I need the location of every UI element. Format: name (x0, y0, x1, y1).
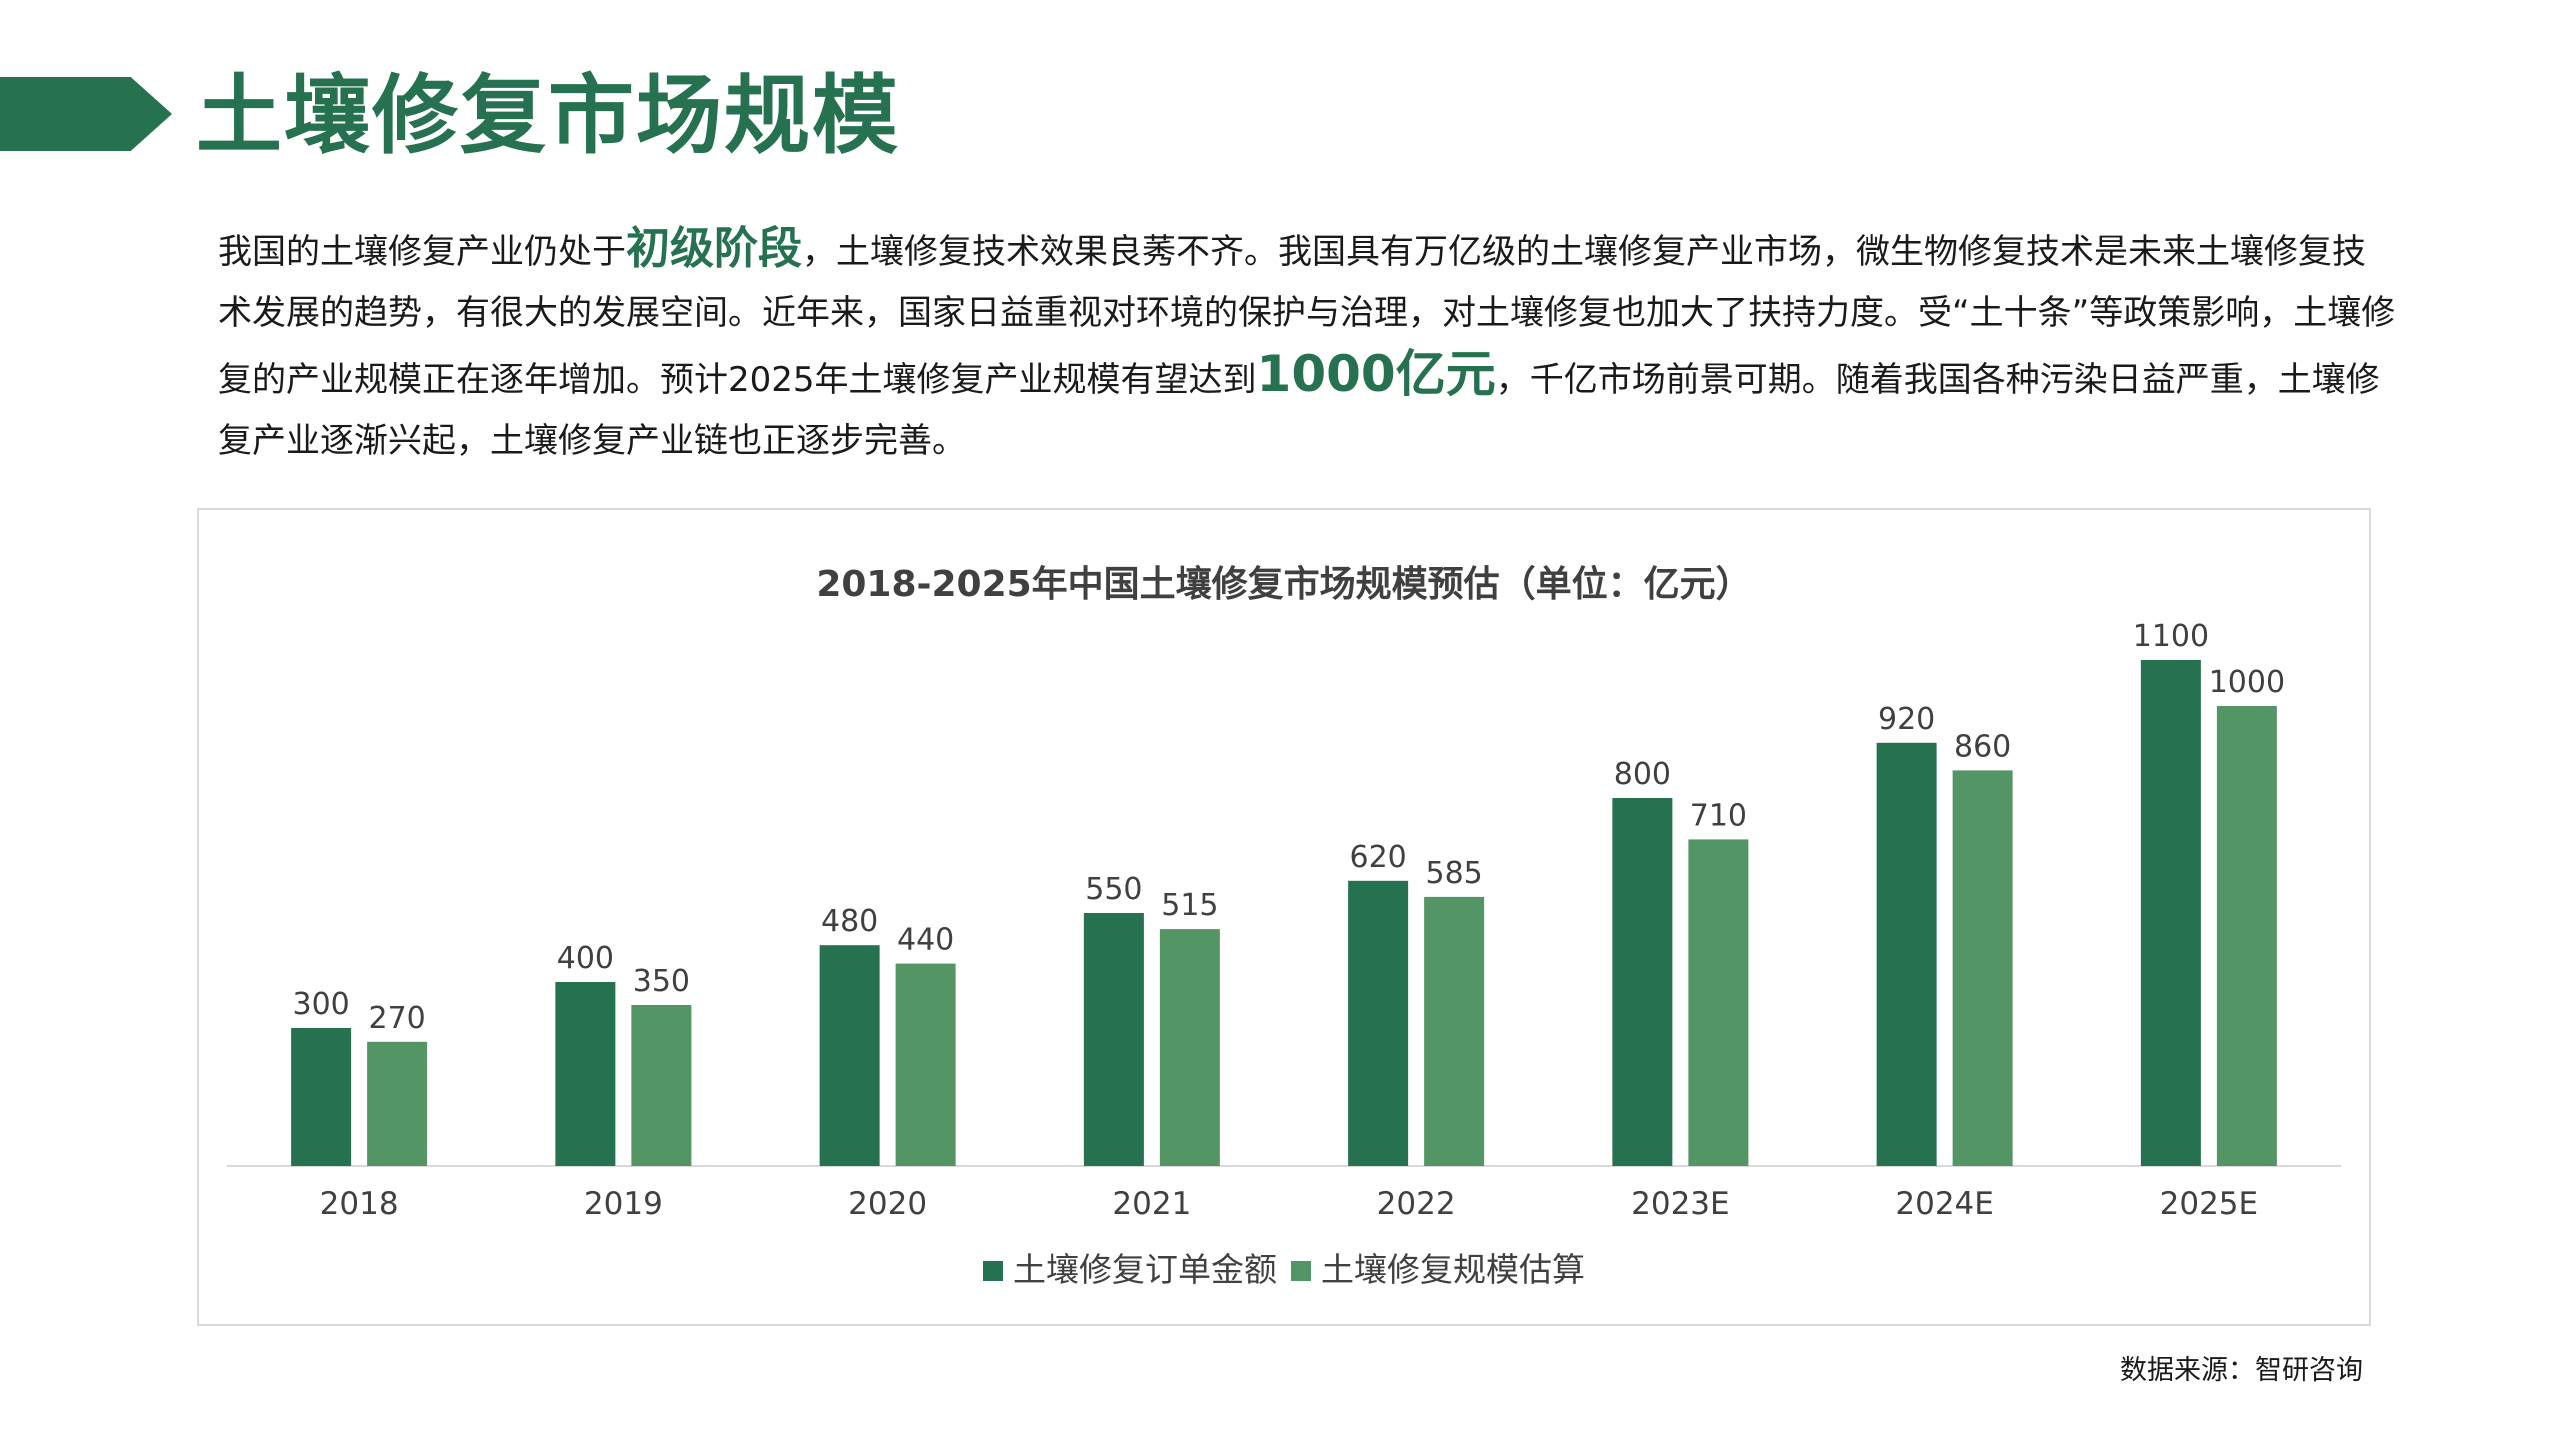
legend-swatch-2 (1291, 1261, 1311, 1281)
legend-label-2: 土壤修复规模估算 (1321, 1250, 1585, 1289)
x-tick-label: 2024E (1895, 1186, 1993, 1222)
bar-2018-1 (291, 1028, 352, 1166)
bar-2021-2 (1159, 929, 1220, 1166)
x-tick-label: 2023E (1631, 1186, 1729, 1222)
title-arrow-decoration (0, 77, 172, 151)
data-label-2019-2: 350 (633, 964, 690, 999)
bar-2021-1 (1083, 913, 1144, 1166)
data-label-2020-2: 440 (897, 923, 954, 958)
x-tick-label: 2018 (320, 1186, 399, 1222)
intro-text-2: ，土壤修复技术效果良莠不齐。我国具有万亿级的土壤修复产业市场，微生物修复技术是未… (218, 232, 2396, 400)
bar-2018-2 (367, 1041, 428, 1166)
data-label-2023E-1: 800 (1614, 757, 1671, 792)
data-label-2018-2: 270 (368, 1001, 425, 1036)
x-tick-label: 2019 (584, 1186, 663, 1222)
data-label-2023E-2: 710 (1690, 798, 1747, 833)
intro-highlight-1000: 1000亿元 (1256, 345, 1496, 403)
bar-2023E-2 (1688, 839, 1749, 1166)
bar-2024E-2 (1952, 770, 2013, 1166)
chart-title: 2018-2025年中国土壤修复市场规模预估（单位：亿元） (816, 563, 1751, 605)
bar-2020-2 (895, 963, 956, 1166)
x-tick-label: 2021 (1112, 1186, 1191, 1222)
intro-text-1: 我国的土壤修复产业仍处于 (218, 232, 626, 272)
data-label-2025E-2: 1000 (2209, 665, 2285, 700)
x-tick-label: 2020 (848, 1186, 927, 1222)
data-label-2025E-1: 1100 (2133, 619, 2209, 654)
bar-2022-1 (1348, 880, 1409, 1166)
bar-2019-1 (555, 982, 616, 1166)
intro-text-3: ，千亿市场前景可期。随着我国各种污染日益严重，土壤修复产业逐渐兴起，土壤修复产业… (218, 360, 2380, 461)
data-label-2022-1: 620 (1349, 840, 1406, 875)
x-tick-label: 2025E (2160, 1186, 2258, 1222)
data-label-2021-2: 515 (1161, 888, 1218, 923)
x-tick-label: 2022 (1377, 1186, 1456, 1222)
page-title: 土壤修复市场规模 (196, 66, 900, 166)
intro-paragraph: 我国的土壤修复产业仍处于初级阶段，土壤修复技术效果良莠不齐。我国具有万亿级的土壤… (218, 218, 2398, 472)
data-label-2020-1: 480 (821, 904, 878, 939)
intro-highlight-initial-stage: 初级阶段 (626, 223, 802, 274)
data-label-2024E-1: 920 (1878, 702, 1935, 737)
data-label-2022-2: 585 (1425, 856, 1482, 891)
data-source-note: 数据来源：智研咨询 (2120, 1355, 2363, 1386)
data-label-2024E-2: 860 (1954, 729, 2011, 764)
bar-2025E-1 (2140, 660, 2201, 1166)
bar-2024E-1 (1876, 742, 1937, 1166)
bar-2022-2 (1424, 896, 1485, 1166)
data-label-2021-1: 550 (1085, 872, 1142, 907)
bar-2023E-1 (1612, 798, 1673, 1166)
data-label-2019-1: 400 (557, 941, 614, 976)
legend-label-1: 土壤修复订单金额 (1013, 1250, 1277, 1289)
bar-2020-1 (819, 945, 880, 1166)
bar-2019-2 (631, 1005, 692, 1166)
data-label-2018-1: 300 (292, 987, 349, 1022)
legend-swatch-1 (983, 1261, 1003, 1281)
bar-2025E-2 (2216, 706, 2277, 1166)
market-size-bar-chart: 2018-2025年中国土壤修复市场规模预估（单位：亿元） 300 270 2018 4… (227, 563, 2341, 1289)
